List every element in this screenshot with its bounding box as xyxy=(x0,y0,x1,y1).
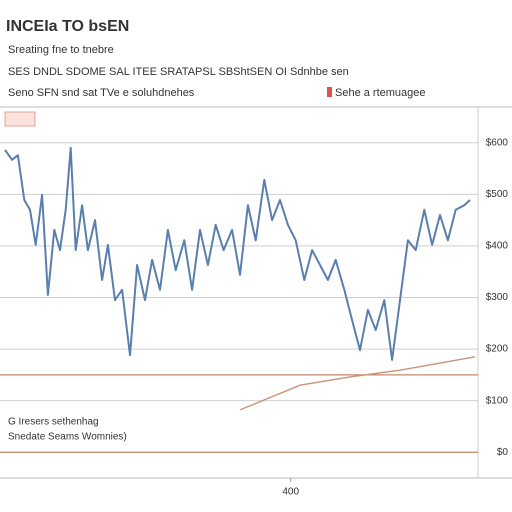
annotation: Sehe a rtemuagee xyxy=(335,87,426,99)
y-tick-label: $400 xyxy=(486,241,509,252)
y-tick-label: $0 xyxy=(497,447,509,458)
subtitle: Sreating fne to tnebre xyxy=(8,44,114,56)
annotation: Seno SFN snd sat TVe e soluhdnehes xyxy=(8,87,195,99)
chart-title: INCEIa TO bsEN xyxy=(6,18,129,35)
y-tick-label: $500 xyxy=(486,189,509,200)
annotation: SES DNDL SDOME SAL ITEE SRATAPSL SBShtSE… xyxy=(8,66,349,78)
y-tick-label: $100 xyxy=(486,395,509,406)
series-line xyxy=(239,356,476,411)
y-tick-label: $200 xyxy=(486,344,509,355)
y-tick-label: $600 xyxy=(486,137,509,148)
legend-swatch xyxy=(327,87,332,97)
y-tick-label: $300 xyxy=(486,292,509,303)
legend-icon xyxy=(4,111,36,127)
annotation: G Iresers sethenhag xyxy=(8,417,99,428)
x-tick-label: 400 xyxy=(282,487,299,498)
series-line xyxy=(4,146,471,361)
annotation: Snedate Seams Womnies) xyxy=(8,432,127,443)
